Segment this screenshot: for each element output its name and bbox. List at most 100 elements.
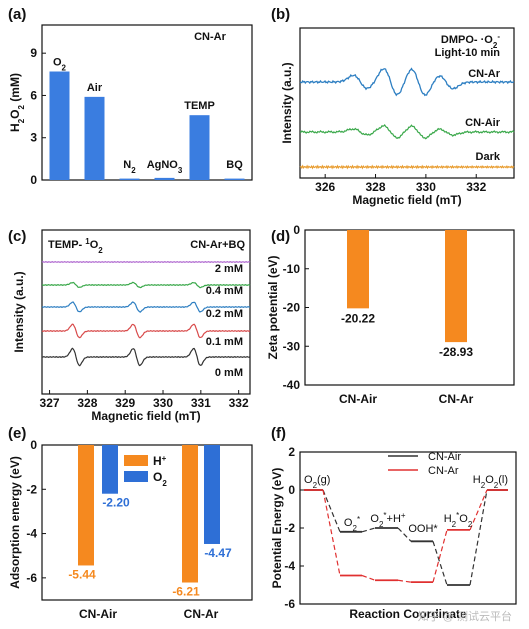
panel-d-bar (445, 230, 467, 343)
panel-e-legend-swatch (124, 455, 148, 466)
panel-c-ylabel-group: Intensity (a.u.) (12, 271, 26, 352)
panel-d-frame (304, 229, 515, 386)
panel-a-ylabel: H2O2 (mM) (8, 73, 26, 132)
panel-f-connector (432, 529, 448, 583)
panel-a-bar (49, 71, 70, 180)
panel-d-value-label: -28.93 (439, 345, 473, 359)
panel-c-series-line (41, 301, 251, 313)
panel-f-connector (432, 541, 448, 586)
panel-f-state-label: OOH* (408, 523, 438, 535)
panel-f-ytick-label: -4 (284, 559, 295, 573)
panel-b-series-line (299, 124, 515, 140)
panel-f-state-label: H2O2(l) (473, 474, 508, 490)
panel-e-bar (102, 445, 118, 494)
panel-e-ytick-label: -4 (26, 527, 37, 541)
panel-f-state-label: H2*O2 (444, 511, 473, 529)
panel-b-tag: Light-10 min (435, 47, 501, 59)
panel-a-ytick-label: 0 (30, 173, 37, 187)
panel-d-ytick-label: -20 (283, 301, 301, 315)
panel-e-ytick-label: -6 (26, 571, 37, 585)
panel-b-ylabel: Intensity (a.u.) (280, 62, 294, 143)
panel-f-connector (361, 574, 376, 581)
panel-f-ylabel-group: Potential Energy (eV) (270, 468, 284, 589)
panel-f-xlabel: Reaction Coordinate (349, 607, 467, 621)
panel-c-xtick-label: 331 (191, 396, 211, 410)
panel-a-bar-label: BQ (226, 159, 243, 171)
panel-c-xtick-label: 332 (229, 396, 249, 410)
panel-label-b: (b) (271, 6, 290, 23)
panel-b-series-line (299, 164, 515, 170)
panel-f-ytick-label: -2 (284, 521, 295, 535)
panel-a-bar (154, 177, 175, 180)
panel-e-value-label: -4.47 (204, 546, 232, 560)
panel-b-series-name: CN-Ar (468, 68, 500, 80)
panel-a-ytick-label: 6 (30, 88, 37, 102)
panel-b-ylabel-group: Intensity (a.u.) (280, 62, 294, 143)
panel-a-ylabel-group: H2O2 (mM) (8, 73, 26, 132)
panel-a-bar-label: O2 (53, 57, 67, 73)
panel-label-a: (a) (8, 6, 26, 23)
panel-a-bar-label: Air (87, 82, 103, 94)
panel-c-series-name: 0 mM (215, 367, 243, 379)
panel-e-value-label: -6.21 (172, 585, 200, 599)
panel-c-series-name: 0.1 mM (206, 336, 243, 348)
panel-f-ytick-label: -6 (284, 597, 295, 611)
panel-c-xtick-label: 330 (153, 396, 173, 410)
panel-e-ytick-label: 0 (30, 438, 37, 452)
panel-a-ytick-label: 9 (30, 46, 37, 60)
panel-c-xlabel: Magnetic field (mT) (91, 409, 200, 423)
panel-f-connector (322, 489, 341, 533)
panel-b-series-name: Dark (476, 151, 501, 163)
panel-d-ytick-label: -30 (283, 339, 301, 353)
panel-f-ytick-label: 2 (288, 445, 295, 459)
panel-b-xtick-label: 330 (416, 180, 436, 194)
panel-a-bar-label: TEMP (184, 100, 215, 112)
panel-c-series-name: 0.4 mM (206, 285, 243, 297)
panel-c-series-name: 2 mM (215, 263, 243, 275)
panel-b-xtick-label: 326 (315, 180, 335, 194)
panel-c-ylabel: Intensity (a.u.) (12, 271, 26, 352)
panel-e-ytick-label: -2 (26, 482, 37, 496)
panel-label-f: (f) (271, 425, 286, 442)
panel-e-legend-label: O2 (153, 470, 167, 488)
panel-e-bar (182, 445, 198, 583)
panel-c-series-line (41, 261, 251, 263)
panel-e-category-label: CN-Air (79, 607, 117, 621)
panel-a-bar (189, 115, 210, 180)
panel-b-tag: DMPO- ·O2- (441, 32, 500, 50)
panel-a-frame (41, 24, 253, 181)
panel-e-value-label: -5.44 (68, 567, 96, 581)
watermark: 知乎 @ 测试云平台 (418, 609, 512, 623)
panel-e-legend-swatch (124, 471, 148, 482)
panel-e-legend-label: H+ (153, 454, 167, 469)
panel-e-ylabel-group: Adsorption energy (eV) (8, 456, 22, 589)
panel-a-bar (84, 96, 105, 180)
panel-a-ytick-label: 3 (30, 131, 37, 145)
panel-a-bar (224, 178, 245, 180)
panel-d-category-label: CN-Ar (439, 392, 474, 406)
panel-e-bar (204, 445, 220, 544)
panel-f-state-label: O2* (344, 515, 360, 533)
panel-d-ylabel: Zeta potential (eV) (266, 255, 280, 359)
panel-f-legend-label: CN-Air (428, 451, 461, 463)
panel-c-series-line (41, 281, 251, 289)
panel-f-connector (469, 489, 488, 531)
panel-d-value-label: -20.22 (341, 311, 375, 325)
panel-e-value-label: -2.20 (102, 496, 130, 510)
panel-c-series-line (41, 323, 251, 339)
panel-c-xtick-label: 328 (77, 396, 97, 410)
panel-a-tag: CN-Ar (194, 31, 226, 43)
panel-f-connector (397, 579, 412, 583)
panel-e-category-label: CN-Ar (184, 607, 219, 621)
panel-f-state-label: O2(g) (304, 474, 330, 490)
panel-d-ytick-label: -40 (283, 378, 301, 392)
panel-f-connector (322, 489, 341, 576)
panel-f-connector (397, 527, 412, 542)
panel-f-ytick-label: 0 (288, 483, 295, 497)
panel-d-category-label: CN-Air (339, 392, 377, 406)
panel-b-frame (299, 27, 515, 179)
panel-c-frame (41, 229, 251, 395)
panel-c-series-name: 0.2 mM (206, 308, 243, 320)
panel-e-bar (78, 445, 94, 566)
panel-d-ylabel-group: Zeta potential (eV) (266, 255, 280, 359)
